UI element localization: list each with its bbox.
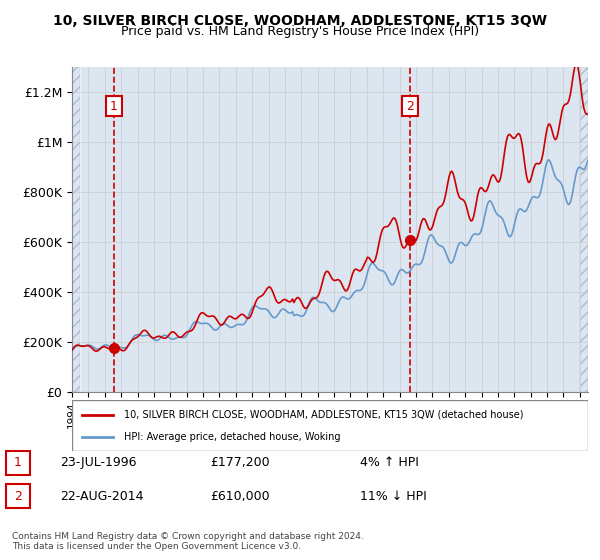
Text: £177,200: £177,200 [210, 456, 269, 469]
FancyBboxPatch shape [72, 400, 588, 451]
Bar [72, 67, 80, 392]
Text: 4% ↑ HPI: 4% ↑ HPI [360, 456, 419, 469]
Text: 11% ↓ HPI: 11% ↓ HPI [360, 490, 427, 503]
Text: 1: 1 [110, 100, 118, 113]
Text: 2: 2 [14, 490, 22, 503]
Text: Price paid vs. HM Land Registry's House Price Index (HPI): Price paid vs. HM Land Registry's House … [121, 25, 479, 38]
Text: 22-AUG-2014: 22-AUG-2014 [60, 490, 143, 503]
Text: £610,000: £610,000 [210, 490, 269, 503]
Text: 1: 1 [14, 456, 22, 469]
Text: 10, SILVER BIRCH CLOSE, WOODHAM, ADDLESTONE, KT15 3QW: 10, SILVER BIRCH CLOSE, WOODHAM, ADDLEST… [53, 14, 547, 28]
FancyBboxPatch shape [6, 484, 30, 508]
Text: Contains HM Land Registry data © Crown copyright and database right 2024.
This d: Contains HM Land Registry data © Crown c… [12, 532, 364, 552]
Bar [580, 67, 588, 392]
Text: 2: 2 [406, 100, 414, 113]
Text: 10, SILVER BIRCH CLOSE, WOODHAM, ADDLESTONE, KT15 3QW (detached house): 10, SILVER BIRCH CLOSE, WOODHAM, ADDLEST… [124, 409, 523, 419]
Bar [72, 67, 80, 392]
FancyBboxPatch shape [6, 451, 30, 475]
Text: HPI: Average price, detached house, Woking: HPI: Average price, detached house, Woki… [124, 432, 340, 442]
Text: 23-JUL-1996: 23-JUL-1996 [60, 456, 137, 469]
